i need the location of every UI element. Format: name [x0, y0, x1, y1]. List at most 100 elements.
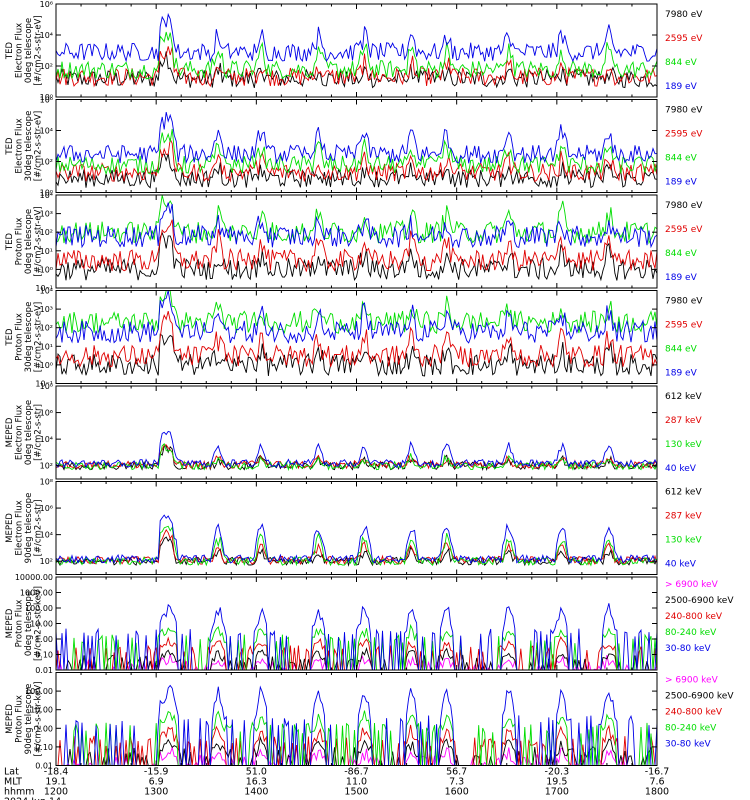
series-line-1 — [56, 231, 657, 282]
ytick-label: 10² — [40, 228, 53, 237]
legend-entry: 80-240 keV — [665, 724, 717, 734]
legend-entry: 7980 eV — [665, 106, 703, 116]
ylabel-line: MEPED — [5, 608, 15, 638]
legend-entry: 2595 eV — [665, 321, 703, 331]
ylabel-line: 90deg telescope — [24, 493, 34, 564]
x-tick-label: -20.3 — [545, 767, 570, 778]
panel-4-series — [56, 290, 657, 378]
legend-entry: 240-800 keV — [665, 612, 723, 622]
ylabel-line: [#/cm2-s-str-keV] — [34, 682, 44, 757]
x-tick-label: 1300 — [144, 787, 168, 798]
ytick-label: 10⁶ — [40, 504, 53, 513]
ytick-label: 10⁰ — [40, 189, 53, 198]
series-line-2 — [56, 647, 657, 670]
ytick-label: 10¹ — [40, 247, 53, 256]
x-tick-label: 11.0 — [346, 777, 367, 788]
series-line-4 — [56, 430, 657, 469]
ytick-label: 10⁶ — [40, 96, 53, 105]
ytick-label: 10² — [40, 557, 53, 566]
x-tick-label: 19.5 — [546, 777, 567, 788]
series-line-4 — [56, 202, 657, 249]
panel-5: 10² 10⁴ 10⁶ 10⁸ MEPED Electron Flux 0deg teles… — [5, 382, 702, 480]
ytick-label: 0.01 — [35, 762, 53, 771]
ylabel-line: Electron Flux — [15, 405, 25, 460]
x-tick-label: -16.7 — [645, 767, 670, 778]
x-tick-label: 1800 — [645, 787, 669, 798]
ytick-label: 10⁰ — [40, 93, 53, 102]
ytick-label: 0.10 — [35, 651, 53, 660]
ylabel-line: 0deg telescope — [24, 209, 34, 274]
panel-7-series — [56, 603, 657, 670]
x-row-label: Lat — [4, 767, 19, 778]
legend-entry: 844 eV — [665, 249, 698, 259]
legend-entry: 7980 eV — [665, 297, 703, 307]
x-tick-label: 19.1 — [45, 777, 66, 788]
series-line-2 — [56, 529, 657, 566]
legend-entry: 240-800 keV — [665, 708, 723, 718]
ylabel-line: [#/cm2-s-str-eV] — [34, 206, 44, 276]
panel-7: 0.01 0.10 1.00 10.00 100.00 1000.00 10000.00 ME… — [5, 573, 734, 675]
ylabel-line: TED — [5, 232, 15, 251]
ytick-label: 10⁶ — [40, 409, 53, 418]
legend-entry: 612 keV — [665, 488, 702, 498]
ylabel-line: MEPED — [5, 704, 15, 734]
series-line-1 — [56, 51, 657, 89]
ylabel-line: [#/cm2-s-str] — [34, 500, 44, 557]
ylabel-line: 30deg telescope — [24, 111, 34, 182]
legend-entry: > 6900 keV — [665, 676, 719, 686]
ylabel-line: [#/cm2-s-str-eV] — [34, 15, 44, 85]
legend-entry: 2595 eV — [665, 130, 703, 140]
x-row-label: hhmm — [4, 787, 35, 798]
ylabel-line: Proton Flux — [15, 313, 25, 361]
legend-entry: 189 eV — [665, 369, 698, 379]
ylabel-line: Electron Flux — [15, 500, 25, 555]
legend-entry: 287 keV — [665, 416, 702, 426]
panel-5-series — [56, 430, 657, 472]
ytick-label: 10² — [40, 324, 53, 333]
ytick-label: 100.00 — [25, 604, 53, 613]
series-line-2 — [56, 46, 657, 88]
legend-entry: 130 keV — [665, 440, 702, 450]
ylabel-line: Proton Flux — [15, 600, 25, 648]
series-line-2 — [56, 735, 657, 766]
series-line-1 — [56, 745, 657, 766]
panel-1-series — [56, 12, 657, 89]
ylabel-line: Proton Flux — [15, 695, 25, 743]
ylabel-line: 0deg telescope — [24, 591, 34, 656]
series-line-3 — [56, 128, 657, 176]
ylabel-line: [#/cm2-s-str-keV] — [34, 586, 44, 661]
ytick-label: 10³ — [40, 305, 53, 314]
series-line-4 — [56, 112, 657, 165]
panel-1: 10⁰ 10² 10⁴ 10⁶ TED Electron Flux 0deg telesco… — [5, 0, 703, 102]
legend-entry: 2595 eV — [665, 34, 703, 44]
ytick-label: 10⁴ — [40, 191, 53, 200]
panel-3: 10⁻¹ 10⁰ 10¹ 10² 10³ 10⁴ TED Proton Flux 0deg te… — [5, 191, 703, 293]
series-line-3 — [56, 525, 657, 567]
ytick-label: 10² — [40, 62, 53, 71]
ytick-label: 10⁻¹ — [35, 284, 53, 293]
x-tick-label: 1200 — [44, 787, 68, 798]
x-tick-label: -86.7 — [344, 767, 369, 778]
series-line-5 — [56, 603, 657, 670]
ytick-label: 1000.00 — [20, 589, 53, 598]
panel-4: 10⁻¹ 10⁰ 10¹ 10² 10³ 10⁴ TED Proton Flux 30deg t… — [5, 287, 703, 389]
ytick-label: 1.00 — [35, 724, 53, 733]
x-tick-label: -15.9 — [144, 767, 169, 778]
panel-6-series — [56, 514, 657, 567]
panel-2: 10⁰ 10² 10⁴ 10⁶ TED Electron Flux 30deg telesc… — [5, 96, 703, 198]
ylabel-line: Electron Flux — [15, 118, 25, 173]
ytick-label: 10⁴ — [40, 287, 53, 296]
ylabel-line: [#/cm2-s-str] — [34, 404, 44, 461]
ylabel-line: 90deg telescope — [24, 684, 34, 755]
panel-6: 10² 10⁴ 10⁶ 10⁸ MEPED Electron Flux 90deg tele… — [5, 478, 702, 575]
series-line-3 — [56, 724, 657, 766]
legend-entry: 30-80 keV — [665, 740, 711, 750]
x-tick-label: -18.4 — [44, 767, 69, 778]
x-tick-label: 16.3 — [246, 777, 267, 788]
ytick-label: 10.00 — [30, 620, 53, 629]
x-tick-label: 56.7 — [446, 767, 467, 778]
ytick-label: 10⁰ — [40, 361, 53, 370]
ylabel-line: 0deg telescope — [24, 18, 34, 83]
legend-entry: 2500-6900 keV — [665, 692, 734, 702]
